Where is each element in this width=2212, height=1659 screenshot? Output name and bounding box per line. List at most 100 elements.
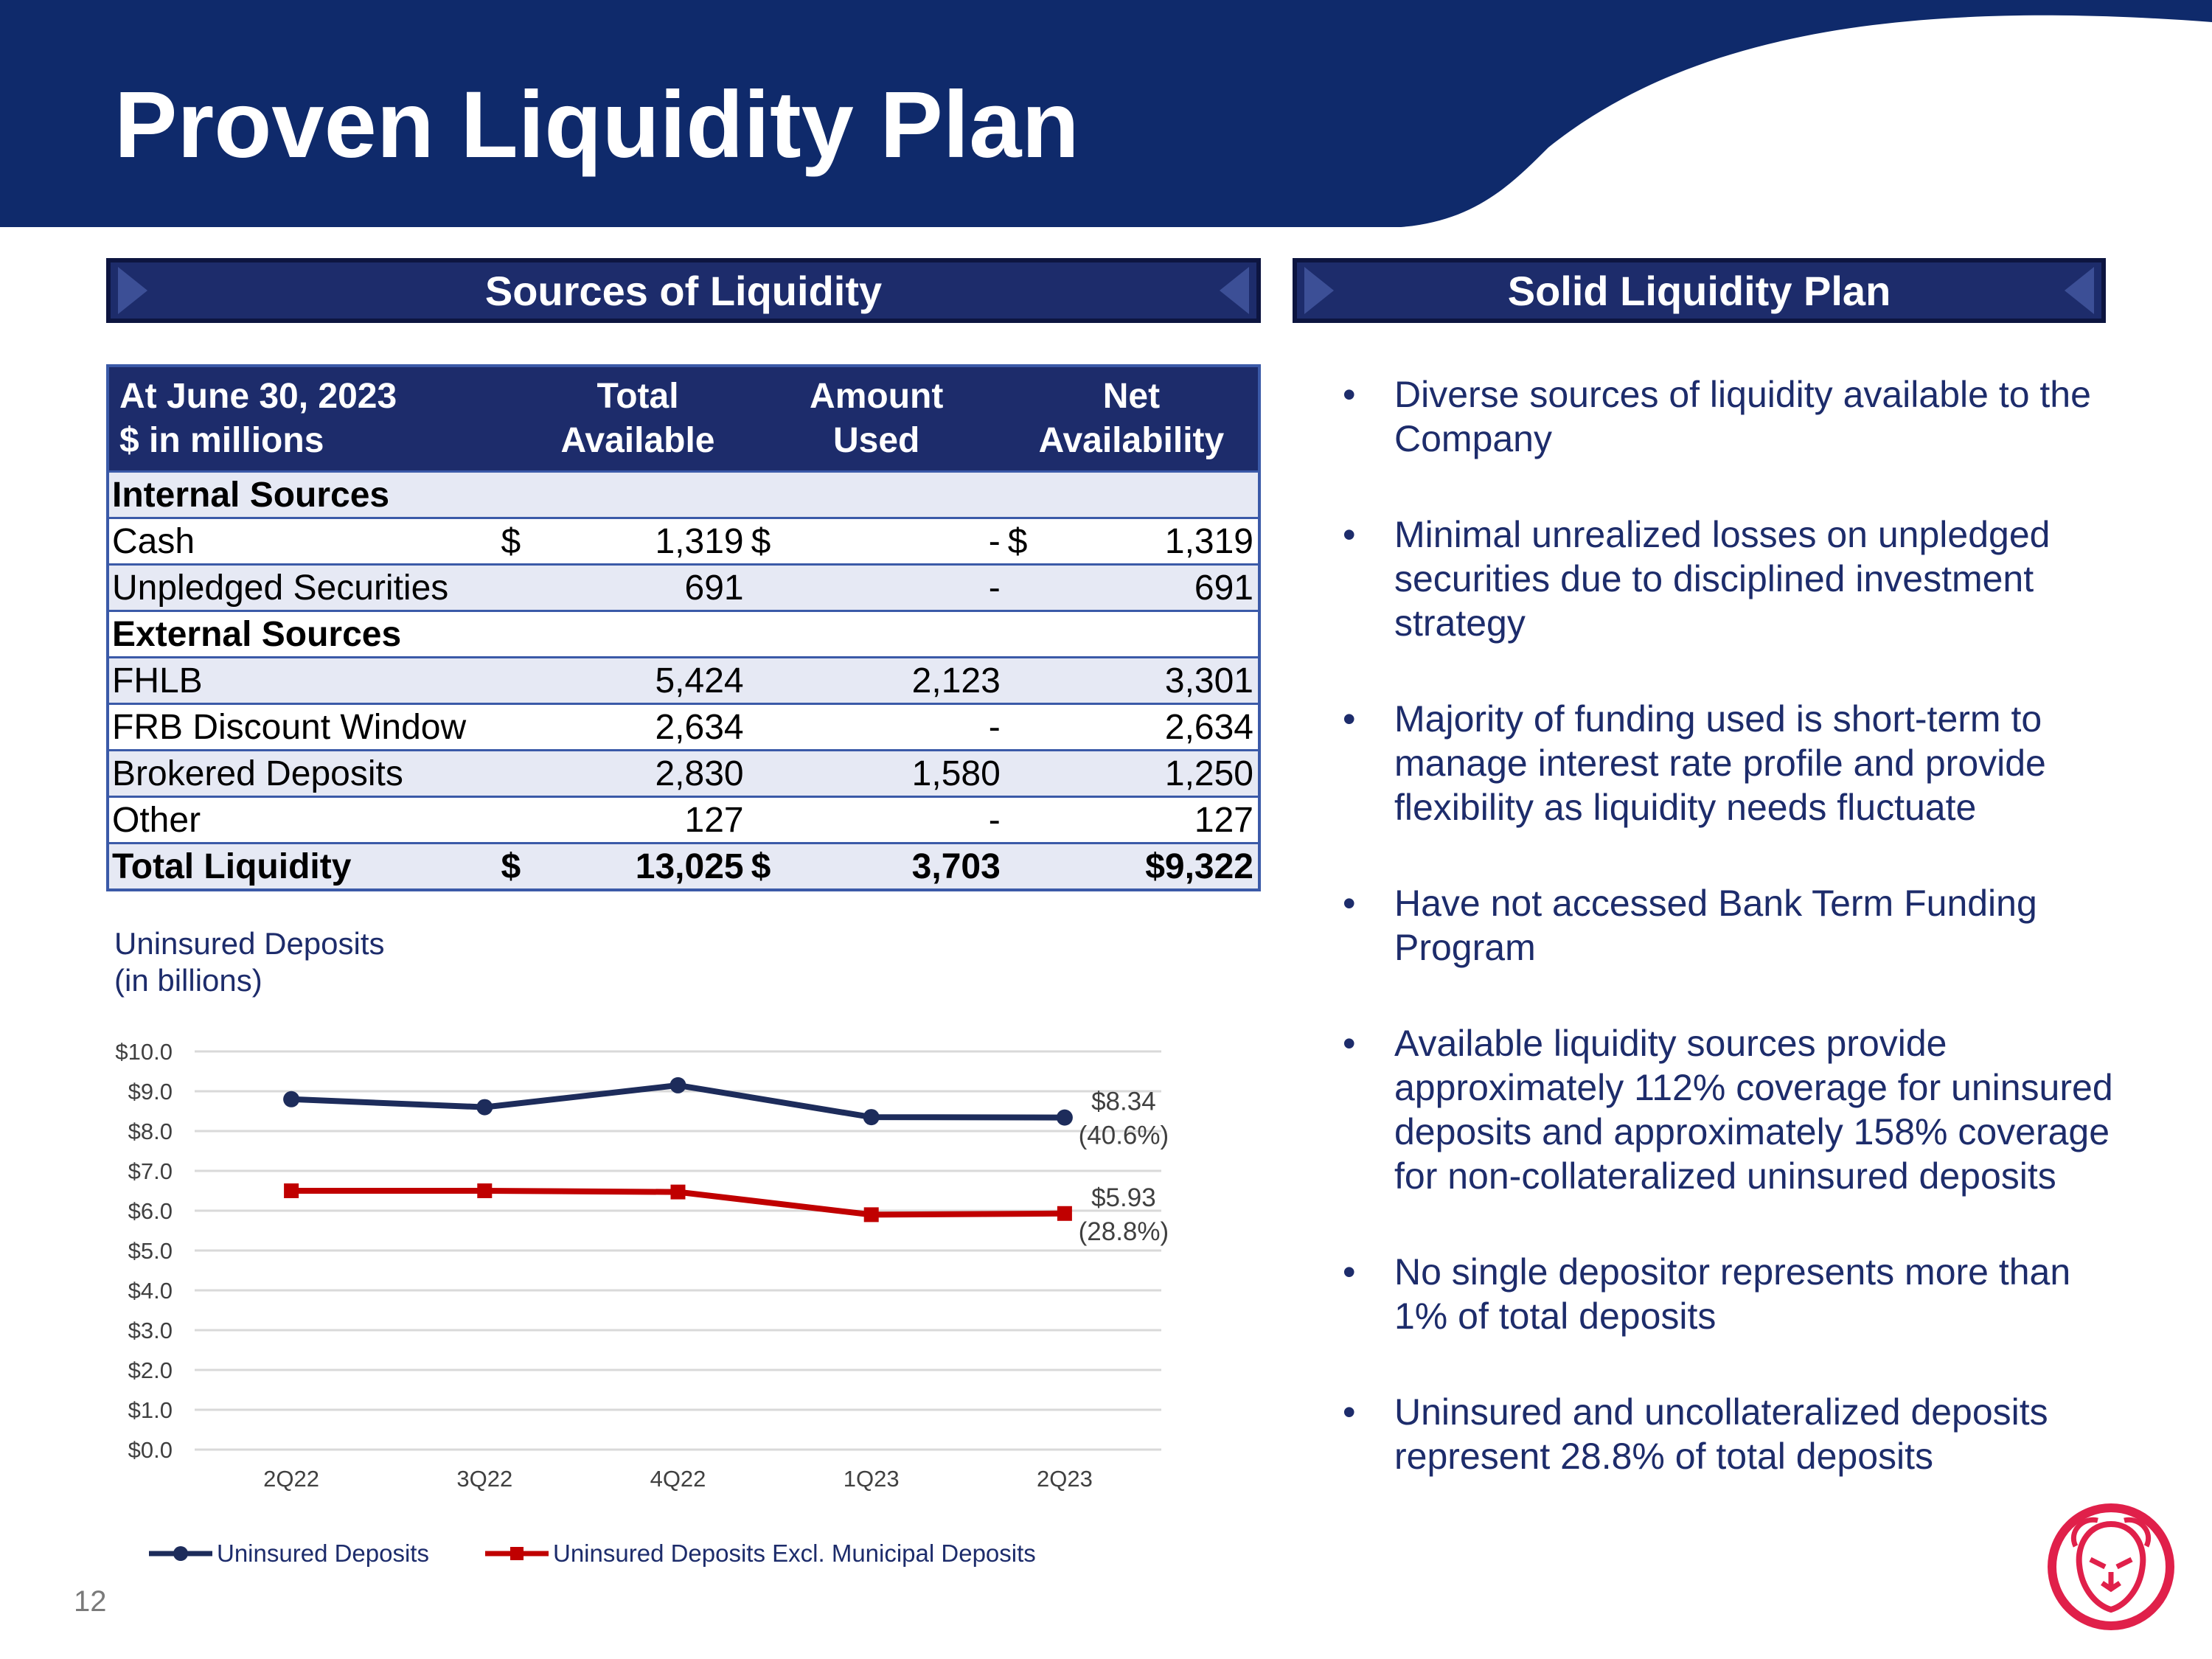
- x-tick-label: 3Q22: [456, 1466, 512, 1492]
- table-row: Cash $ 1,319 $ - $ 1,319: [108, 517, 1259, 565]
- header-text: Availability: [1038, 421, 1225, 460]
- total-available-cell: 691: [527, 563, 748, 611]
- col-header-date: At June 30, 2023 $ in millions: [108, 366, 528, 472]
- bullet-item: • Have not accessed Bank Term Funding Pr…: [1338, 881, 2120, 970]
- header-band: [0, 0, 2212, 227]
- data-point: [477, 1183, 493, 1198]
- table-header-row: At June 30, 2023 $ in millions Total Ava…: [108, 366, 1259, 472]
- net-availability-cell: 1,250: [1034, 749, 1259, 797]
- header-text: Available: [560, 421, 715, 460]
- bullet-item: • Diverse sources of liquidity available…: [1338, 372, 2120, 461]
- data-point: [669, 1077, 686, 1093]
- bullet-item: • Uninsured and uncollateralized deposit…: [1338, 1390, 2120, 1478]
- bullet-text: Uninsured and uncollateralized deposits …: [1394, 1391, 2048, 1477]
- net-availability-cell: 1,319: [1034, 517, 1259, 565]
- currency-symbol: [748, 796, 778, 844]
- currency-symbol: [748, 563, 778, 611]
- data-label: $8.34: [1091, 1088, 1156, 1116]
- bullet-marker: •: [1343, 514, 1356, 555]
- liquidity-plan-bullets: • Diverse sources of liquidity available…: [1338, 372, 2120, 1478]
- chevron-left-decoration: [118, 267, 147, 314]
- data-point: [283, 1091, 300, 1107]
- y-tick-label: $8.0: [128, 1119, 173, 1144]
- legend-item-uninsured: Uninsured Deposits: [149, 1540, 429, 1568]
- sources-heading-bar: Sources of Liquidity: [106, 258, 1261, 323]
- bullet-marker: •: [1343, 1251, 1356, 1293]
- table-row: FHLB 5,424 2,123 3,301: [108, 656, 1259, 704]
- row-label: Total Liquidity: [108, 842, 498, 890]
- header-text: Amount: [810, 377, 944, 416]
- header-text: At June 30, 2023: [119, 377, 397, 416]
- y-tick-label: $4.0: [128, 1278, 173, 1304]
- bullet-marker: •: [1343, 698, 1356, 740]
- header-text: Used: [833, 421, 920, 460]
- data-label: (40.6%): [1079, 1121, 1169, 1150]
- net-availability-cell: 127: [1034, 796, 1259, 844]
- chevron-right-decoration: [2065, 267, 2094, 314]
- legend-item-excl-municipal: Uninsured Deposits Excl. Municipal Depos…: [485, 1540, 1036, 1568]
- bullet-text: Diverse sources of liquidity available t…: [1394, 374, 2091, 459]
- col-header-total: Total Available: [527, 366, 748, 472]
- bullet-marker: •: [1343, 1391, 1356, 1433]
- row-label: FHLB: [108, 656, 498, 704]
- section-row-internal: Internal Sources: [108, 470, 1259, 518]
- row-label: Brokered Deposits: [108, 749, 498, 797]
- header-text: Net: [1102, 377, 1161, 416]
- currency-symbol: [748, 703, 778, 751]
- legend-label: Uninsured Deposits: [217, 1540, 429, 1567]
- x-tick-label: 1Q23: [844, 1466, 900, 1492]
- uninsured-deposits-chart: $0.0 $1.0 $2.0 $3.0 $4.0 $5.0 $6.0 $7.0 $8.0 $9.0…: [115, 1039, 1169, 1492]
- data-label: (28.8%): [1079, 1217, 1169, 1246]
- y-tick-label: $0.0: [128, 1437, 173, 1463]
- bullet-item: • Available liquidity sources provide ap…: [1338, 1021, 2120, 1198]
- table-row: FRB Discount Window 2,634 - 2,634: [108, 703, 1259, 751]
- page-title: Proven Liquidity Plan: [114, 72, 1079, 178]
- data-point: [863, 1207, 879, 1222]
- currency-symbol: $: [498, 842, 528, 890]
- bullet-item: • No single depositor represents more th…: [1338, 1250, 2120, 1338]
- amount-used-cell: 3,703: [777, 842, 1005, 890]
- section-row-external: External Sources: [108, 610, 1259, 658]
- total-available-cell: 2,830: [527, 749, 748, 797]
- header-text: Total: [597, 377, 679, 416]
- bullet-text: Available liquidity sources provide appr…: [1394, 1023, 2113, 1197]
- total-available-cell: 13,025: [527, 842, 748, 890]
- chevron-right-decoration: [1220, 267, 1249, 314]
- currency-symbol: [1004, 703, 1034, 751]
- col-header-used: Amount Used: [748, 366, 1005, 472]
- chart-title: Uninsured Deposits (in billions): [114, 925, 385, 999]
- section-label: Internal Sources: [108, 470, 1259, 518]
- chart-title-line: Uninsured Deposits: [114, 926, 385, 961]
- currency-symbol: [1004, 563, 1034, 611]
- net-availability-cell: 2,634: [1034, 703, 1259, 751]
- sources-heading: Sources of Liquidity: [484, 267, 883, 314]
- page-number: 12: [74, 1585, 107, 1618]
- y-tick-label: $6.0: [128, 1198, 173, 1224]
- plan-heading: Solid Liquidity Plan: [1507, 267, 1891, 314]
- liquidity-table: At June 30, 2023 $ in millions Total Ava…: [106, 364, 1261, 891]
- amount-used-cell: -: [777, 703, 1005, 751]
- amount-used-cell: -: [777, 796, 1005, 844]
- data-point: [476, 1099, 493, 1116]
- data-point: [1056, 1109, 1073, 1126]
- bullet-item: • Majority of funding used is short-term…: [1338, 697, 2120, 830]
- net-availability-cell: $9,322: [1004, 842, 1259, 890]
- total-available-cell: 127: [527, 796, 748, 844]
- data-point: [670, 1184, 686, 1200]
- x-tick-label: 4Q22: [650, 1466, 706, 1492]
- total-available-cell: 1,319: [527, 517, 748, 565]
- plan-heading-bar: Solid Liquidity Plan: [1293, 258, 2106, 323]
- bullet-text: Have not accessed Bank Term Funding Prog…: [1394, 883, 2037, 968]
- amount-used-cell: 1,580: [777, 749, 1005, 797]
- row-label: Cash: [108, 517, 498, 565]
- currency-symbol: $: [498, 517, 528, 565]
- currency-symbol: [1004, 796, 1034, 844]
- row-label: Unpledged Securities: [108, 563, 498, 611]
- legend-swatch-circle: [149, 1546, 212, 1561]
- currency-symbol: $: [1004, 517, 1034, 565]
- amount-used-cell: -: [777, 517, 1005, 565]
- currency-symbol: [1004, 656, 1034, 704]
- section-label: External Sources: [108, 610, 1259, 658]
- table-row: Other 127 - 127: [108, 796, 1259, 844]
- y-tick-label: $2.0: [128, 1357, 173, 1383]
